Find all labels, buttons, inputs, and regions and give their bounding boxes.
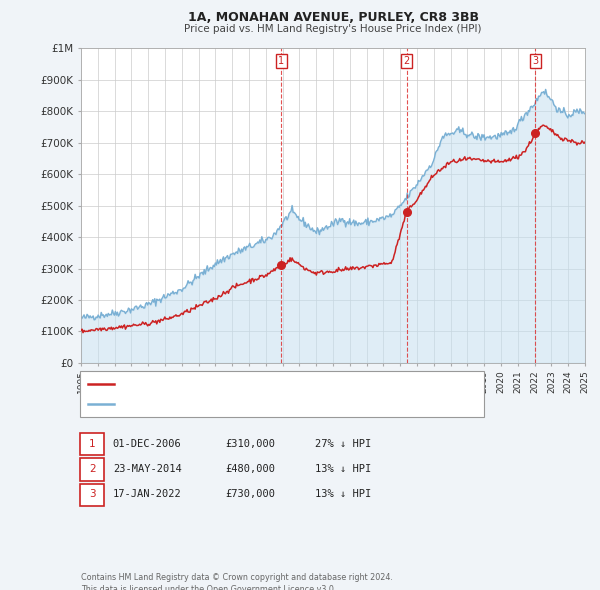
Text: HPI: Average price, detached house, Croydon: HPI: Average price, detached house, Croy… (118, 399, 334, 408)
Text: 1A, MONAHAN AVENUE, PURLEY, CR8 3BB: 1A, MONAHAN AVENUE, PURLEY, CR8 3BB (188, 11, 479, 24)
Text: Contains HM Land Registry data © Crown copyright and database right 2024.
This d: Contains HM Land Registry data © Crown c… (81, 573, 393, 590)
Text: 23-MAY-2014: 23-MAY-2014 (113, 464, 182, 474)
Text: 01-DEC-2006: 01-DEC-2006 (113, 439, 182, 448)
Text: 13% ↓ HPI: 13% ↓ HPI (315, 490, 371, 499)
Text: £310,000: £310,000 (225, 439, 275, 448)
Text: £730,000: £730,000 (225, 490, 275, 499)
Text: Price paid vs. HM Land Registry's House Price Index (HPI): Price paid vs. HM Land Registry's House … (184, 25, 482, 34)
Text: 1: 1 (278, 56, 284, 66)
Text: 17-JAN-2022: 17-JAN-2022 (113, 490, 182, 499)
Text: 3: 3 (532, 56, 538, 66)
Text: £480,000: £480,000 (225, 464, 275, 474)
Text: 2: 2 (89, 464, 95, 474)
Text: 2: 2 (404, 56, 410, 66)
Text: 1A, MONAHAN AVENUE, PURLEY, CR8 3BB (detached house): 1A, MONAHAN AVENUE, PURLEY, CR8 3BB (det… (118, 379, 403, 389)
Text: 27% ↓ HPI: 27% ↓ HPI (315, 439, 371, 448)
Text: 1: 1 (89, 439, 95, 448)
Text: 13% ↓ HPI: 13% ↓ HPI (315, 464, 371, 474)
Text: 3: 3 (89, 490, 95, 499)
